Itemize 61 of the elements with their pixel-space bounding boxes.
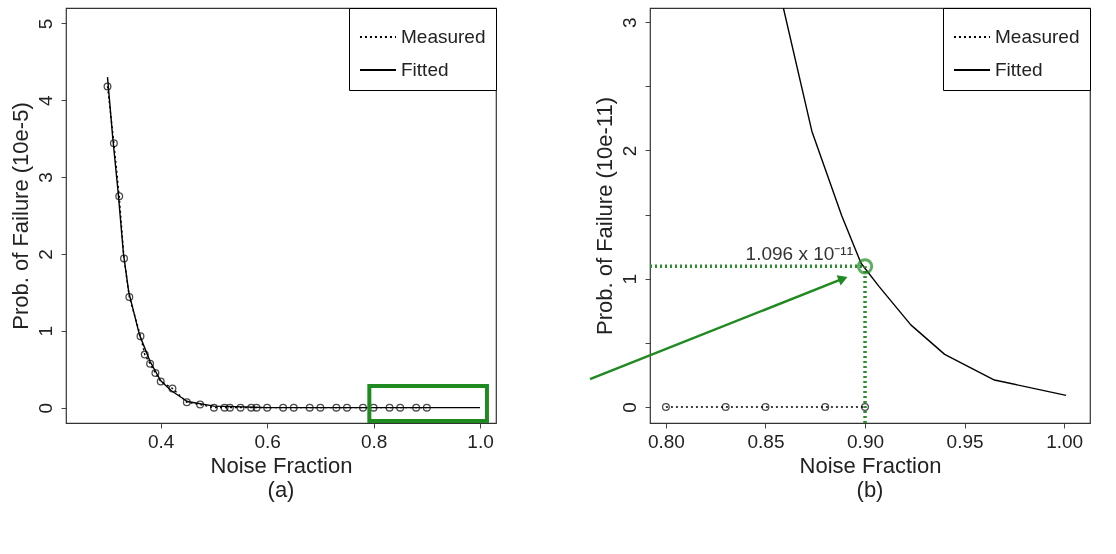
y-tick-label: 2 [618, 145, 640, 157]
x-tick-label: 0.80 [647, 430, 685, 452]
point [103, 82, 112, 91]
point [316, 403, 325, 412]
point [305, 403, 314, 412]
point [342, 403, 351, 412]
point [109, 139, 118, 148]
point [220, 403, 229, 412]
legend-label: Measured [995, 26, 1080, 47]
point [236, 403, 245, 412]
point [120, 254, 129, 263]
annotation: 1.096 x 10⁻¹¹ [745, 243, 854, 265]
text: (a) [267, 477, 295, 502]
y-tick-label: 0 [618, 402, 640, 413]
point [358, 403, 367, 412]
point [168, 384, 177, 393]
point [182, 398, 191, 407]
legend-label: Measured [401, 26, 486, 47]
x-tick-label: 1.00 [1046, 430, 1084, 452]
y-tick-label: 2 [34, 249, 56, 260]
point [140, 350, 149, 359]
text: (b) [856, 477, 884, 502]
y-tick-label: 1 [34, 325, 56, 337]
x-tick-label: 0.85 [747, 430, 785, 452]
point [385, 403, 394, 412]
point [225, 403, 234, 412]
y-tick-label: 0 [34, 402, 56, 414]
point [289, 403, 298, 412]
point [209, 403, 218, 412]
y-tick-label: 4 [34, 95, 56, 107]
point [422, 403, 431, 412]
point [412, 403, 421, 412]
point [156, 377, 165, 386]
point [252, 403, 261, 412]
x-tick-label: 0.6 [254, 430, 281, 452]
y-axis-title: Prob. of Failure (10e-5) [7, 102, 33, 330]
point [332, 403, 341, 412]
point [263, 403, 272, 412]
point [196, 400, 205, 409]
x-tick-label: 0.95 [946, 430, 984, 452]
y-tick-label: 3 [618, 17, 640, 28]
legend-label: Fitted [401, 59, 449, 80]
point [247, 403, 256, 412]
point [146, 359, 155, 368]
point [151, 369, 160, 378]
legend-label: Fitted [995, 59, 1043, 80]
y-tick-label: 1 [618, 273, 640, 285]
y-tick-label: 5 [34, 18, 56, 30]
x-axis-title: Noise Fraction [210, 452, 353, 478]
point [125, 292, 134, 301]
x-tick-label: 1.0 [467, 430, 494, 452]
point [115, 192, 124, 201]
y-tick-label: 3 [34, 172, 56, 183]
y-axis-title: Prob. of Failure (10e-11) [591, 96, 617, 336]
point [136, 332, 145, 341]
point [396, 403, 405, 412]
x-axis-title: Noise Fraction [799, 452, 942, 478]
x-tick-label: 0.8 [360, 430, 388, 452]
x-tick-label: 0.90 [847, 430, 885, 452]
point [279, 403, 288, 412]
x-tick-label: 0.4 [148, 430, 175, 452]
